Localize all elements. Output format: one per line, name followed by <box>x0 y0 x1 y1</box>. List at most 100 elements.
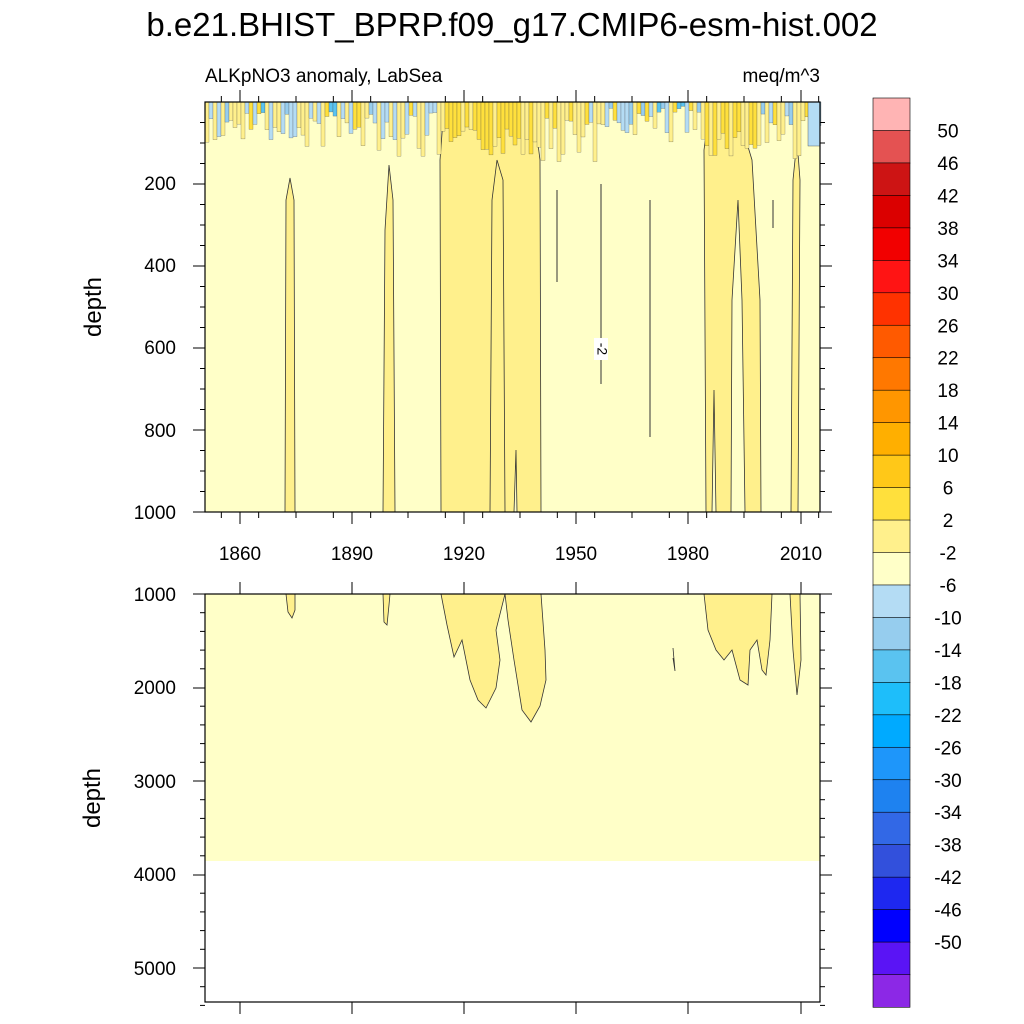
surface-band-cell <box>688 101 694 111</box>
surface-band-cell <box>712 101 718 156</box>
colorbar-swatch <box>872 292 911 326</box>
colorbar-label: 14 <box>937 414 959 435</box>
surface-band-cell <box>788 101 794 125</box>
colorbar-label: 50 <box>937 121 958 142</box>
surface-band-cell <box>604 101 610 127</box>
surface-band-cell <box>284 101 290 115</box>
surface-band-cell <box>784 101 790 117</box>
colorbar-swatch <box>872 357 911 391</box>
lower-y-tick-label: 4000 <box>134 865 176 886</box>
upper-y-tick-label: 200 <box>144 174 176 195</box>
surface-band-cell <box>644 101 650 122</box>
colorbar-swatch <box>872 552 911 586</box>
surface-band-cell <box>616 101 622 124</box>
surface-band-cell <box>496 101 502 138</box>
surface-band-cell <box>628 101 634 125</box>
surface-band-cell <box>752 101 758 149</box>
surface-band-cell <box>436 101 442 155</box>
surface-band-cell <box>456 101 462 137</box>
x-tick-label: 1890 <box>331 544 373 565</box>
surface-band-cell <box>684 101 690 133</box>
surface-band-cell <box>236 101 242 125</box>
upper-y-tick-label: 600 <box>144 338 176 359</box>
upper-y-tick-label: 1000 <box>134 503 176 524</box>
surface-band-cell <box>448 101 454 142</box>
surface-band-cell <box>288 101 294 139</box>
colorbar-swatch <box>872 617 911 651</box>
lower-lobe-1983-2010 <box>703 593 802 696</box>
colorbar-label: -30 <box>934 771 961 792</box>
surface-band-cell <box>568 101 574 122</box>
surface-band-cell <box>724 101 730 149</box>
colorbar-label: 18 <box>937 381 958 402</box>
surface-band-cell <box>388 101 394 137</box>
surface-band-cell <box>664 101 670 133</box>
colorbar: 50 46 42 38 34 30 26 22 18 14 10 6 2 -2 -6 -10 -14 -18 -22… <box>872 97 962 1008</box>
surface-band-cell <box>676 101 682 109</box>
surface-band-cell <box>344 101 350 124</box>
surface-band-cell <box>260 101 266 113</box>
colorbar-label: -38 <box>934 836 961 857</box>
lower-contour-line-1974 <box>672 647 676 672</box>
surface-band-cell <box>396 101 402 157</box>
surface-band-cell <box>240 101 246 140</box>
surface-band-cell <box>500 101 506 154</box>
surface-band-cell <box>368 101 374 115</box>
surface-band-cell <box>212 101 218 140</box>
colorbar-label: -10 <box>934 608 961 629</box>
surface-band-cell <box>728 101 734 157</box>
surface-band-cell <box>208 101 214 119</box>
colorbar-label: -18 <box>934 673 961 694</box>
lower-no-data-region <box>205 861 820 1002</box>
surface-band-cell <box>528 101 534 155</box>
surface-band-cell <box>512 101 518 146</box>
surface-band-cell <box>732 101 738 138</box>
lower-axes-frame <box>204 593 821 1003</box>
colorbar-label: 22 <box>937 349 958 370</box>
colorbar-label: 38 <box>937 219 958 240</box>
colorbar-label: -42 <box>934 868 961 889</box>
surface-band-cell <box>320 101 326 147</box>
colorbar-swatch <box>872 746 911 781</box>
colorbar-label: -34 <box>934 803 962 824</box>
surface-band-cell <box>304 101 310 147</box>
figure-title: b.e21.BHIST_BPRP.f09_g17.CMIP6-esm-hist.… <box>146 6 877 43</box>
surface-band-cell <box>328 101 334 113</box>
surface-band-cell <box>364 101 370 119</box>
surface-band-cell <box>756 101 762 146</box>
upper-y-axis-label: depth <box>80 277 107 337</box>
surface-band-cell <box>472 101 478 131</box>
surface-band-cell <box>420 101 426 157</box>
lower-ticks <box>193 582 832 1014</box>
surface-band-cell <box>424 101 430 136</box>
surface-band-cell <box>680 101 686 107</box>
colorbar-swatch <box>872 844 911 878</box>
surface-band-cell <box>576 101 582 153</box>
surface-band-cell <box>624 101 630 133</box>
surface-band-cell <box>636 101 642 114</box>
surface-band-cell <box>780 101 786 135</box>
surface-band-cell <box>356 101 362 128</box>
surface-band-cell <box>764 101 770 143</box>
surface-band-cell <box>632 101 638 135</box>
colorbar-label: -26 <box>934 738 961 759</box>
colorbar-swatch <box>872 714 911 748</box>
colorbar-swatch <box>872 324 911 359</box>
colorbar-swatch <box>872 876 911 911</box>
surface-band-cell <box>348 101 354 134</box>
surface-band-cell <box>620 101 626 131</box>
surface-band-cell <box>476 101 482 140</box>
surface-band-cell <box>480 101 486 150</box>
surface-band-cell <box>592 101 598 162</box>
colorbar-label: 42 <box>937 186 958 207</box>
surface-band-cell <box>416 101 422 149</box>
colorbar-swatch <box>872 97 911 132</box>
surface-band-cell <box>308 101 314 119</box>
colorbar-label: 26 <box>937 316 958 337</box>
surface-band-cell <box>484 101 490 150</box>
colorbar-swatch <box>872 941 911 976</box>
surface-band-cell <box>600 101 606 125</box>
surface-band-cell <box>504 101 510 130</box>
surface-band-cell <box>244 101 250 114</box>
colorbar-swatch <box>872 260 911 294</box>
